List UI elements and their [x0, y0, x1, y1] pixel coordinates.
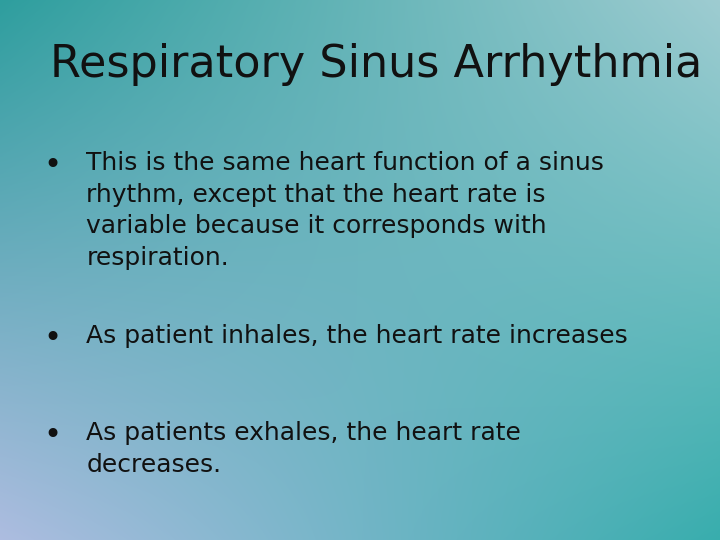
Text: •: • — [43, 421, 61, 450]
Text: •: • — [43, 151, 61, 180]
Text: As patient inhales, the heart rate increases: As patient inhales, the heart rate incre… — [86, 324, 628, 348]
Text: As patients exhales, the heart rate
decreases.: As patients exhales, the heart rate decr… — [86, 421, 521, 477]
Text: •: • — [43, 324, 61, 353]
Text: This is the same heart function of a sinus
rhythm, except that the heart rate is: This is the same heart function of a sin… — [86, 151, 604, 270]
Text: Respiratory Sinus Arrhythmia: Respiratory Sinus Arrhythmia — [50, 43, 703, 86]
